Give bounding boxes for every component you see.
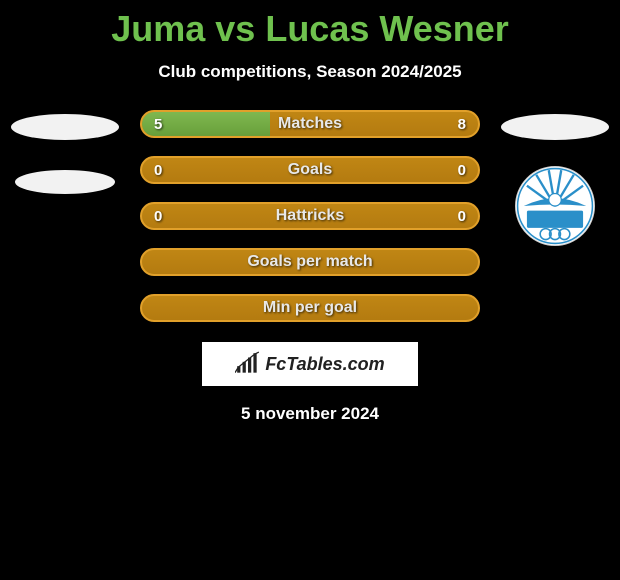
left-player-column bbox=[0, 110, 130, 216]
stat-bar-matches: 5 Matches 8 bbox=[140, 110, 480, 138]
comparison-panel: 5 Matches 8 0 Goals 0 0 Hattricks 0 Goal… bbox=[0, 110, 620, 424]
page-subtitle: Club competitions, Season 2024/2025 bbox=[0, 62, 620, 82]
stat-bar-goals-per-match: Goals per match bbox=[140, 248, 480, 276]
stat-bars: 5 Matches 8 0 Goals 0 0 Hattricks 0 Goal… bbox=[140, 110, 480, 322]
player-photo-placeholder bbox=[11, 114, 119, 140]
bar-chart-icon bbox=[235, 351, 261, 377]
stat-value-left: 0 bbox=[154, 208, 162, 225]
stat-value-left: 5 bbox=[154, 116, 162, 133]
footer-date: 5 november 2024 bbox=[0, 404, 620, 424]
stat-label: Min per goal bbox=[263, 299, 357, 317]
stat-value-right: 0 bbox=[458, 162, 466, 179]
stat-label: Matches bbox=[278, 115, 342, 133]
stat-value-left: 0 bbox=[154, 162, 162, 179]
player-photo-placeholder bbox=[501, 114, 609, 140]
stat-label: Goals bbox=[288, 161, 332, 179]
brand-box: FcTables.com bbox=[202, 342, 418, 386]
right-player-column bbox=[490, 110, 620, 246]
club-logo-icon bbox=[516, 167, 594, 245]
stat-value-right: 8 bbox=[458, 116, 466, 133]
brand-text: FcTables.com bbox=[265, 354, 384, 375]
stat-bar-hattricks: 0 Hattricks 0 bbox=[140, 202, 480, 230]
stat-value-right: 0 bbox=[458, 208, 466, 225]
stat-bar-min-per-goal: Min per goal bbox=[140, 294, 480, 322]
club-logo-placeholder bbox=[15, 170, 115, 194]
stat-label: Hattricks bbox=[276, 207, 344, 225]
page-title: Juma vs Lucas Wesner bbox=[0, 0, 620, 50]
stat-bar-goals: 0 Goals 0 bbox=[140, 156, 480, 184]
stat-label: Goals per match bbox=[247, 253, 372, 271]
club-logo bbox=[515, 166, 595, 246]
